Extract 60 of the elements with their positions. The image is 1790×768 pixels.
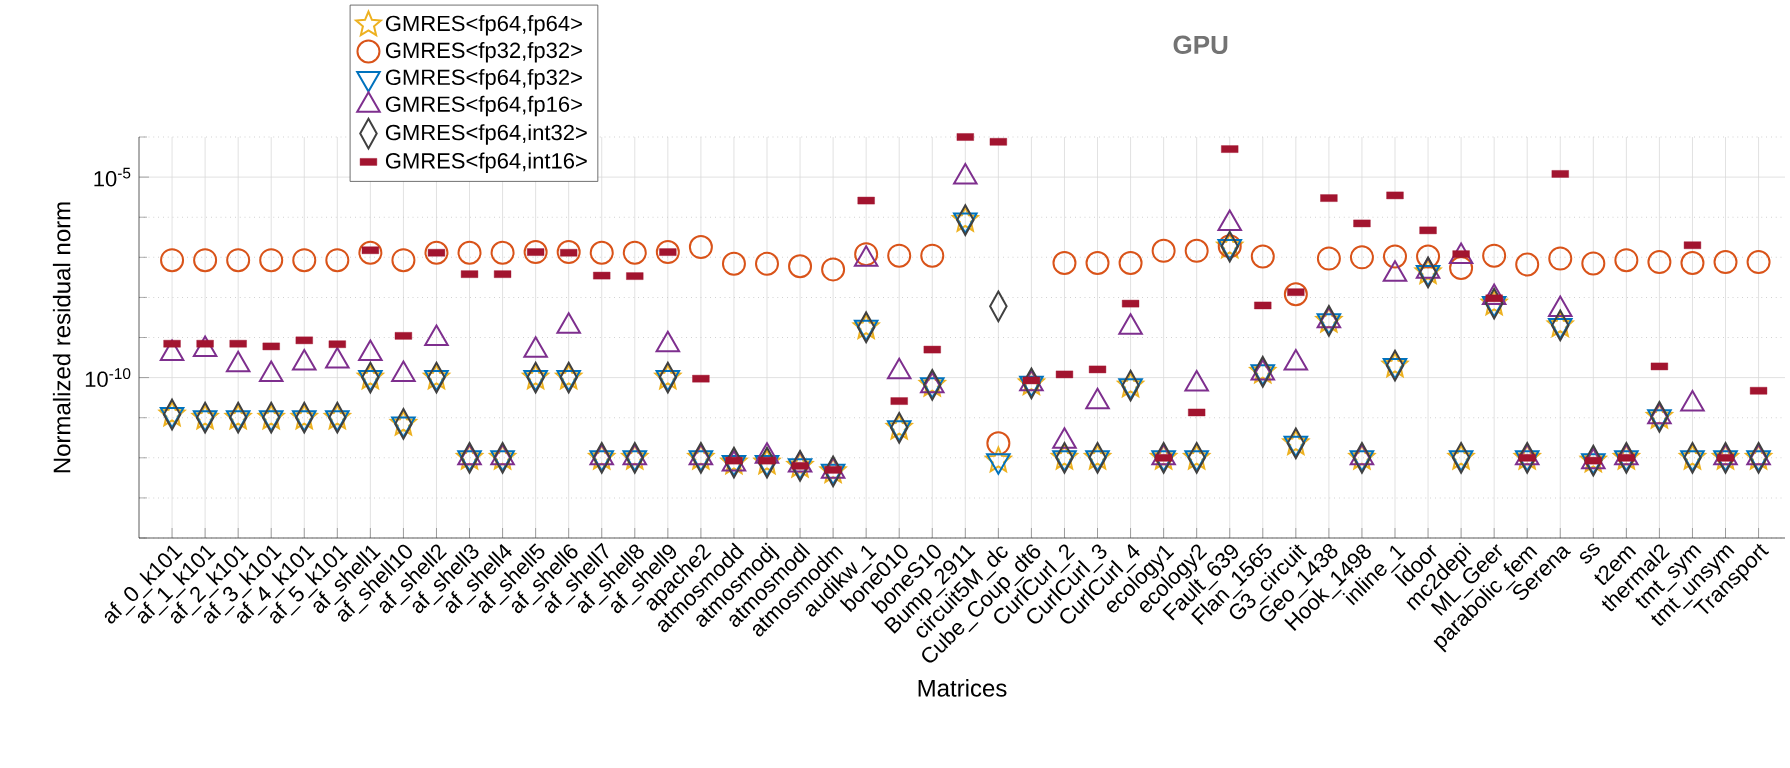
legend-label: GMRES<fp64,fp32> <box>385 68 582 90</box>
point <box>887 243 912 268</box>
point <box>589 240 614 265</box>
point <box>1546 311 1574 337</box>
y-axis-title: Normalized residual norm <box>52 202 71 473</box>
point <box>920 243 945 268</box>
point <box>1250 244 1275 269</box>
point <box>391 248 416 273</box>
point <box>226 248 251 273</box>
point <box>1449 256 1474 281</box>
point <box>1746 250 1771 275</box>
point <box>1515 252 1540 277</box>
y-tick-label: 10$^{-10}$ <box>85 368 131 388</box>
point <box>1416 244 1441 269</box>
point <box>555 363 583 390</box>
point <box>1482 243 1507 268</box>
point <box>852 313 880 339</box>
point <box>1184 238 1209 263</box>
point <box>1183 443 1211 470</box>
x-axis-title: Matrices <box>918 679 1007 697</box>
point <box>160 248 185 273</box>
point <box>292 248 317 273</box>
point <box>951 206 979 232</box>
point <box>986 431 1011 456</box>
point <box>755 251 779 276</box>
legend-label: GMRES<fp64,int16> <box>385 152 587 173</box>
point <box>1614 248 1639 273</box>
legend-label: GMRES<fp64,int32> <box>385 124 587 145</box>
point <box>1647 250 1672 275</box>
point <box>325 248 350 273</box>
point <box>1581 251 1606 276</box>
point <box>721 251 746 276</box>
point <box>1052 251 1077 276</box>
point <box>490 240 515 265</box>
point <box>1713 250 1738 275</box>
point <box>622 240 647 265</box>
y-tick-label: 10$^{-5}$ <box>94 167 131 187</box>
legend-label: GMRES<fp32,fp32> <box>385 42 582 63</box>
point <box>821 257 846 282</box>
point <box>688 235 713 260</box>
point <box>1349 245 1374 270</box>
point <box>290 403 318 430</box>
point <box>323 403 351 430</box>
point <box>1548 246 1573 271</box>
point <box>1383 244 1407 269</box>
point <box>788 254 813 279</box>
legend-label: GMRES<fp64,fp16> <box>385 95 582 117</box>
point <box>1680 251 1705 276</box>
point <box>1282 429 1310 455</box>
legend-label: GMRES<fp64,fp64> <box>385 15 582 36</box>
point <box>457 240 482 265</box>
point <box>1414 258 1442 284</box>
point <box>1316 246 1341 271</box>
chart-title: GPU <box>1173 35 1228 55</box>
point <box>193 248 218 273</box>
point <box>1085 251 1110 276</box>
point <box>1118 251 1143 276</box>
point <box>259 248 284 273</box>
point <box>985 446 1012 473</box>
point <box>1151 238 1176 263</box>
